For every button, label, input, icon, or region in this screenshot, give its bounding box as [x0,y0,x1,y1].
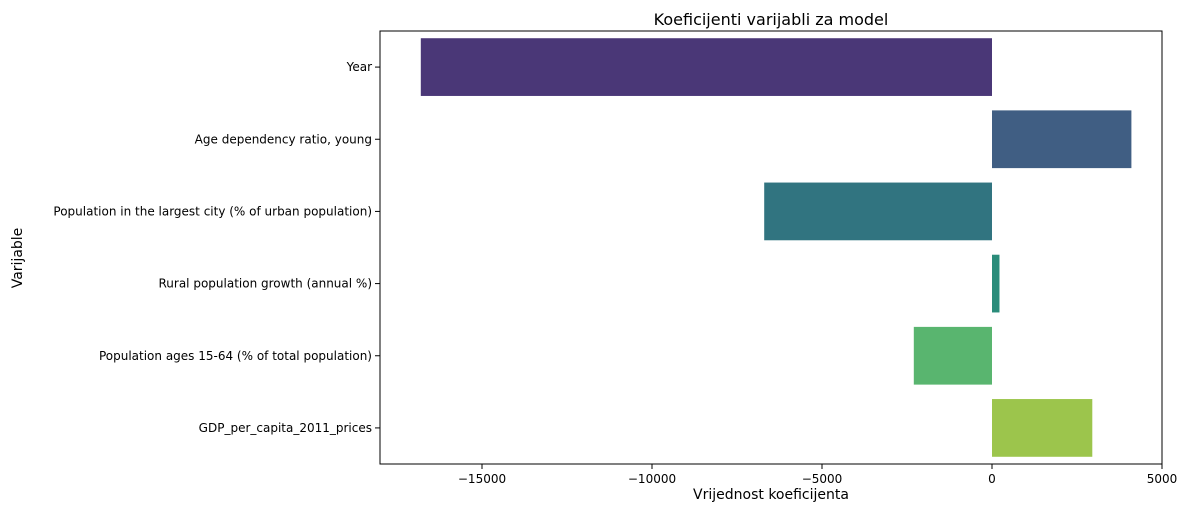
bar-5 [913,326,992,385]
y-tick-label: Population ages 15-64 (% of total popula… [99,349,372,363]
y-tick-label: Rural population growth (annual %) [158,277,372,291]
x-axis-label: Vrijednost koeficijenta [693,487,849,503]
x-tick-label: 0 [988,472,996,486]
bar-3 [764,182,992,241]
bar-1 [420,38,992,96]
x-tick-label: 5000 [1147,472,1178,486]
bar-6 [992,399,1093,457]
y-axis: Year Age dependency ratio, young Populatio… [53,60,380,435]
y-tick-label: GDP_per_capita_2011_prices [199,421,372,435]
chart-title: Koeficijenti varijabli za model [654,10,889,29]
y-tick-label: Age dependency ratio, young [195,132,372,146]
plot-area [420,38,1132,457]
y-tick-label: Population in the largest city (% of urb… [53,204,372,218]
bar-2 [992,110,1132,169]
y-axis-label: Varijable [10,228,26,289]
x-tick-label: −15000 [458,472,506,486]
plot-frame [379,30,1163,465]
bar-4 [992,254,1000,313]
x-tick-label: −10000 [628,472,676,486]
y-tick-label: Year [346,60,372,74]
x-tick-label: −5000 [802,472,843,486]
x-axis: −15000 −10000 −5000 0 5000 [458,464,1177,486]
